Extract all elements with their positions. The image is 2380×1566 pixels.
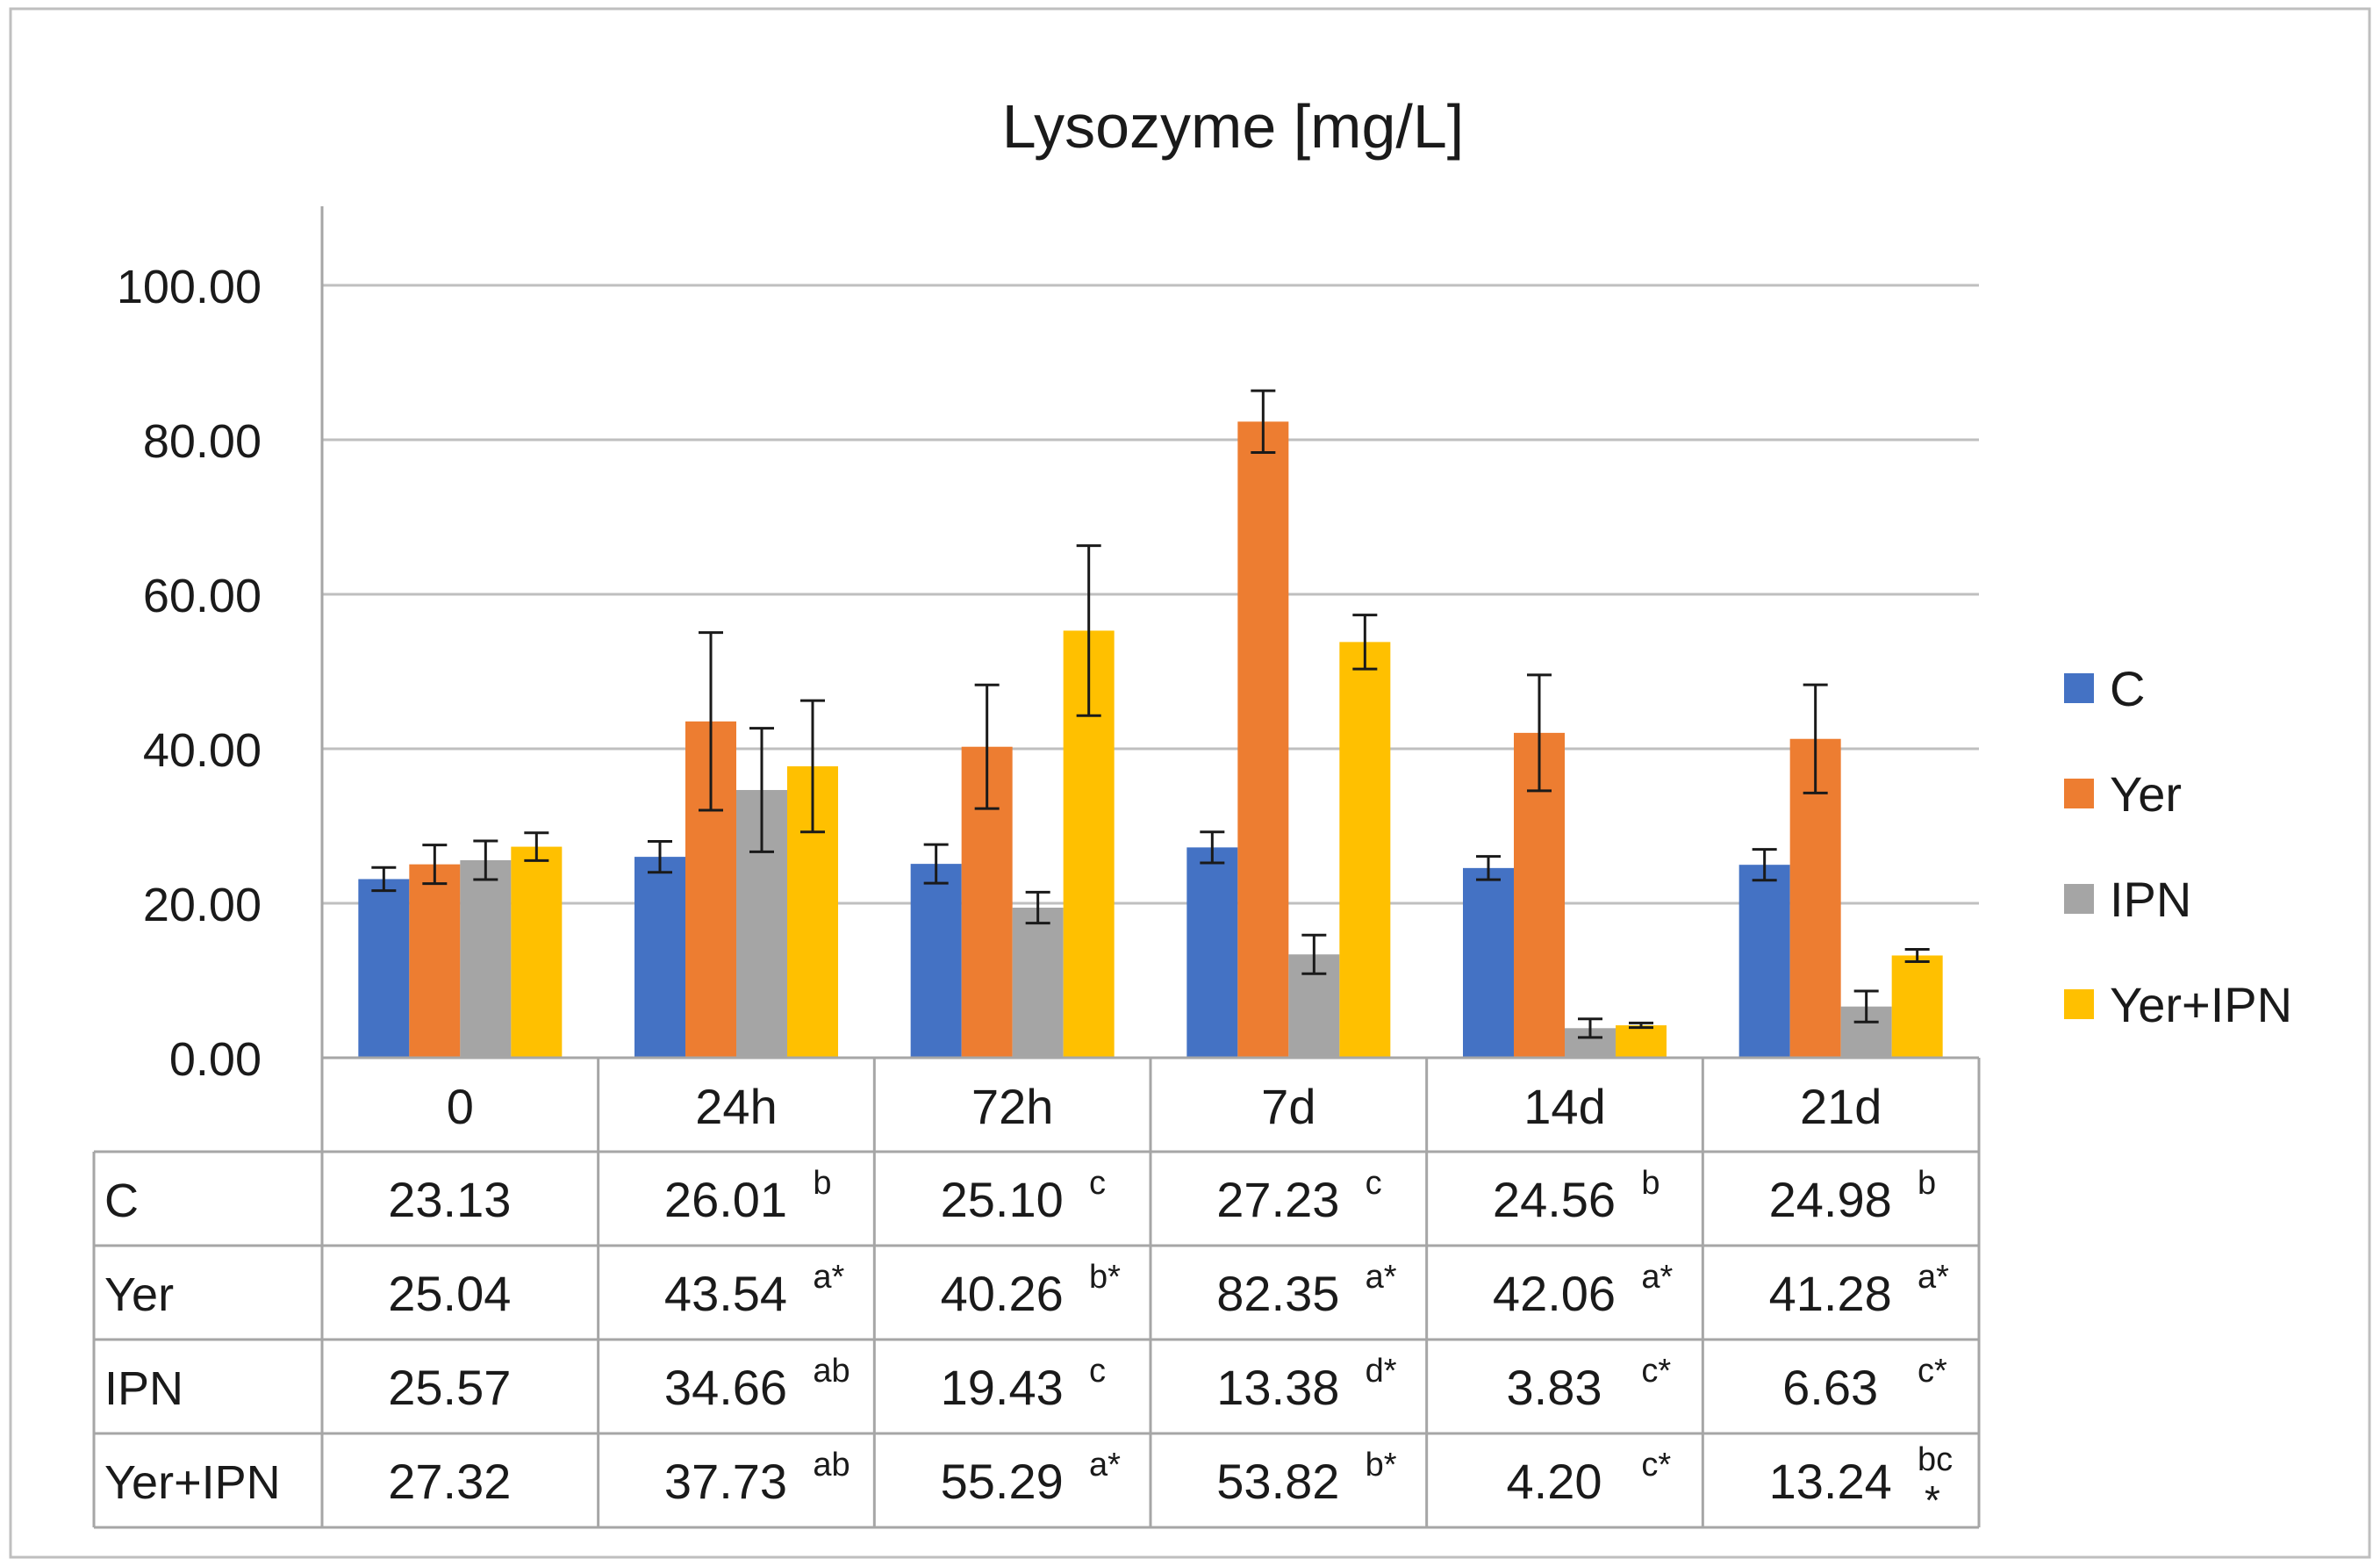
legend-swatch: [2064, 779, 2094, 808]
bar-yer-ipn-14d: [1616, 1025, 1667, 1058]
bar-c-24h: [634, 857, 685, 1058]
table-cell: 23.13: [388, 1172, 511, 1227]
significance-superscript: b: [813, 1165, 831, 1202]
chart-outer-frame: [9, 7, 2371, 1559]
table-cell: 37.73: [664, 1454, 787, 1509]
gridlines: [320, 206, 1979, 1058]
row-label: C: [104, 1174, 139, 1227]
table-cell: 6.63: [1782, 1360, 1878, 1415]
table-cell: 13.38: [1216, 1360, 1339, 1415]
table-cell: 27.32: [388, 1454, 511, 1509]
category-label: 7d: [1261, 1079, 1315, 1134]
table-cell: 25.10: [941, 1172, 1064, 1227]
significance-superscript: b: [1918, 1165, 1936, 1202]
category-label: 21d: [1800, 1079, 1882, 1134]
row-label: Yer+IPN: [104, 1456, 281, 1509]
table-cell: 26.01: [664, 1172, 787, 1227]
category-label: 72h: [971, 1079, 1053, 1134]
bar-yer-ipn-0: [511, 846, 563, 1058]
bar-c-14d: [1463, 867, 1514, 1058]
table-cell: 13.24: [1769, 1454, 1892, 1509]
significance-superscript: ab: [813, 1447, 849, 1483]
table-cell: 3.83: [1507, 1360, 1602, 1415]
chart-title: Lysozyme [mg/L]: [1002, 92, 1464, 161]
legend-swatch: [2064, 884, 2094, 914]
y-tick-label: 20.00: [143, 879, 262, 931]
significance-superscript: a*: [1641, 1259, 1673, 1296]
significance-superscript: c: [1089, 1165, 1106, 1202]
row-label: IPN: [104, 1362, 183, 1415]
category-label: 0: [447, 1079, 474, 1134]
table-cell: 27.23: [1216, 1172, 1339, 1227]
legend-swatch: [2064, 673, 2094, 703]
significance-superscript: c: [1366, 1165, 1382, 1202]
table-cell: 42.06: [1493, 1266, 1616, 1321]
bars: [358, 421, 1943, 1058]
y-tick-label: 0.00: [169, 1033, 262, 1086]
legend-swatch: [2064, 989, 2094, 1019]
bar-yer-ipn-7d: [1339, 642, 1391, 1058]
table-cell: 24.98: [1769, 1172, 1892, 1227]
legend: C Yer IPN Yer+IPN: [2064, 661, 2292, 1032]
significance-superscript: a*: [1366, 1259, 1397, 1296]
y-tick-label: 40.00: [143, 724, 262, 777]
bar-yer-0: [409, 864, 461, 1058]
significance-superscript: b: [1641, 1165, 1660, 1202]
table-cell: 40.26: [941, 1266, 1064, 1321]
significance-superscript: *: [1925, 1477, 1940, 1523]
bar-ipn-72h: [1012, 908, 1064, 1058]
table-cell: 82.35: [1216, 1266, 1339, 1321]
table-cell: 55.29: [941, 1454, 1064, 1509]
bar-c-0: [358, 879, 410, 1058]
y-axis: 0.00 20.00 40.00 60.00 80.00 100.00: [117, 261, 262, 1086]
y-tick-label: 100.00: [117, 261, 262, 313]
table-cell: 34.66: [664, 1360, 787, 1415]
significance-superscript: bc: [1918, 1441, 1953, 1478]
error-bars: [371, 389, 1930, 1039]
significance-superscript: c*: [1641, 1353, 1671, 1390]
table-cell: 24.56: [1493, 1172, 1616, 1227]
table-cell: 53.82: [1216, 1454, 1339, 1509]
legend-label: C: [2110, 661, 2145, 716]
bar-yer-ipn-21d: [1891, 955, 1943, 1058]
table-cell: 41.28: [1769, 1266, 1892, 1321]
significance-superscript: c*: [1641, 1447, 1671, 1483]
data-table: 0 24h 72h 7d 14d 21d C 23.13 26.01 b 25.10 c 27.23 c 2…: [92, 1056, 1981, 1529]
bar-c-72h: [910, 864, 962, 1058]
legend-label: IPN: [2110, 872, 2191, 927]
bar-yer-7d: [1237, 421, 1289, 1058]
category-label: 24h: [695, 1079, 777, 1134]
bar-c-21d: [1738, 865, 1790, 1058]
significance-superscript: a*: [1918, 1259, 1949, 1296]
legend-label: Yer+IPN: [2110, 977, 2292, 1032]
y-tick-label: 80.00: [143, 415, 262, 468]
significance-superscript: b*: [1089, 1259, 1121, 1296]
legend-label: Yer: [2110, 766, 2182, 822]
table-cell: 25.57: [388, 1360, 511, 1415]
table-cell: 25.04: [388, 1266, 511, 1321]
bar-c-7d: [1186, 847, 1238, 1058]
row-label: Yer: [104, 1268, 174, 1321]
significance-superscript: c: [1089, 1353, 1106, 1390]
category-label: 14d: [1523, 1079, 1605, 1134]
bar-ipn-0: [460, 859, 512, 1058]
significance-superscript: a*: [813, 1259, 844, 1296]
significance-superscript: b*: [1366, 1447, 1397, 1483]
table-cell: 4.20: [1507, 1454, 1602, 1509]
significance-superscript: d*: [1366, 1353, 1397, 1390]
significance-superscript: a*: [1089, 1447, 1121, 1483]
y-tick-label: 60.00: [143, 570, 262, 622]
significance-superscript: c*: [1918, 1353, 1947, 1390]
table-cell: 43.54: [664, 1266, 787, 1321]
significance-superscript: ab: [813, 1353, 849, 1390]
table-cell: 19.43: [941, 1360, 1064, 1415]
